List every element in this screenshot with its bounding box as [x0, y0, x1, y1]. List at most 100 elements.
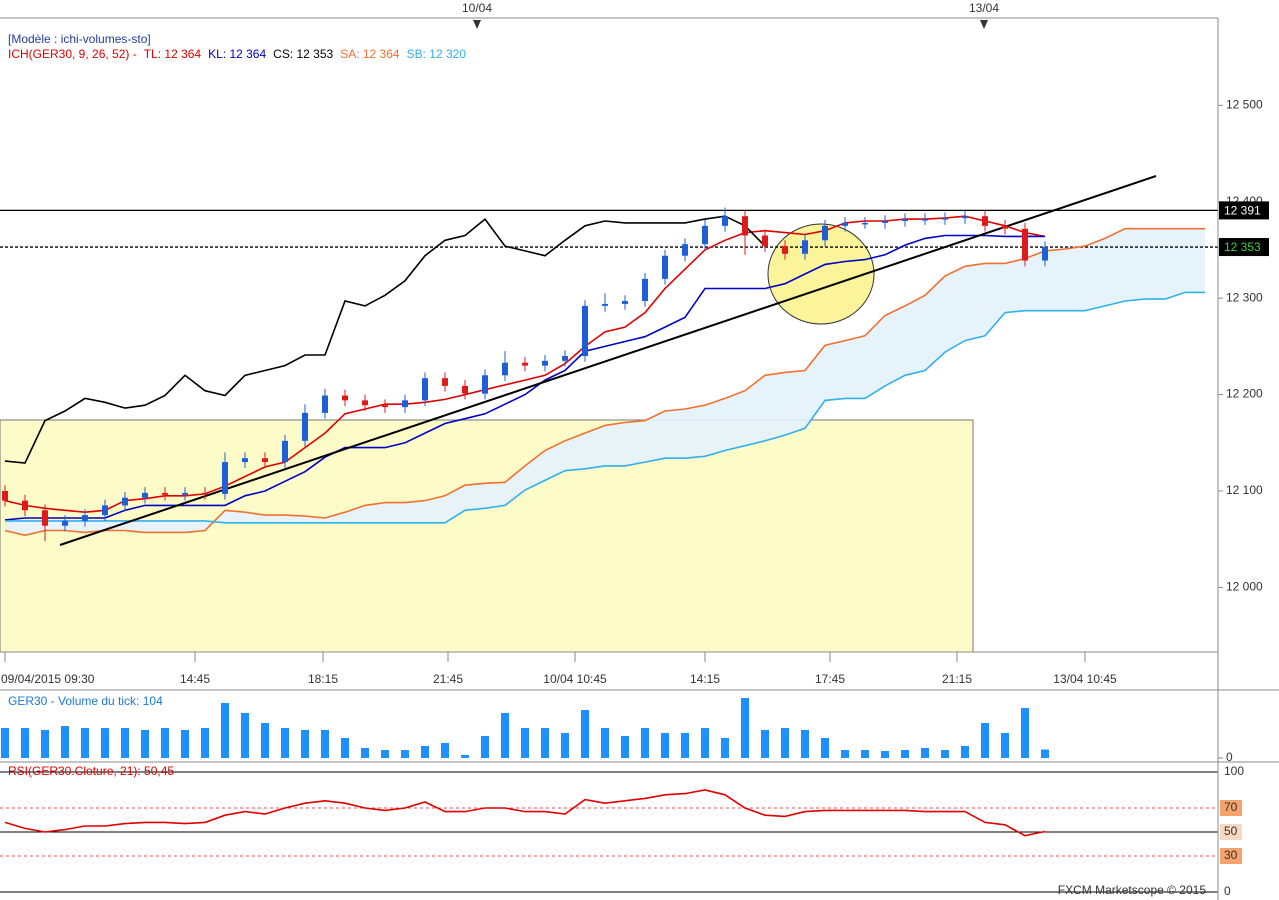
- candle-body: [302, 412, 308, 441]
- indicator-legend: ICH(GER30, 9, 26, 52) - TL: 12 364 KL: 12 …: [8, 47, 466, 61]
- price-tag-label: 12 353: [1224, 240, 1261, 254]
- volume-bar: [241, 712, 249, 758]
- x-tick-label: 10/04 10:45: [543, 672, 607, 686]
- candle-body: [1002, 225, 1008, 229]
- volume-bar: [61, 725, 69, 758]
- candle-body: [942, 218, 948, 220]
- candle-body: [762, 235, 768, 247]
- volume-bar: [101, 728, 109, 758]
- candle-body: [682, 244, 688, 256]
- volume-bar: [701, 728, 709, 758]
- volume-bar: [361, 748, 369, 758]
- volume-bar: [41, 729, 49, 758]
- volume-bar: [741, 698, 749, 758]
- volume-bar: [401, 750, 409, 758]
- candle-layer: [1, 207, 1049, 758]
- volume-bar: [341, 738, 349, 758]
- candle-body: [142, 492, 148, 498]
- highlight-circle: [767, 223, 875, 325]
- x-tick-label: 14:15: [690, 672, 720, 686]
- x-tick-label: 21:15: [942, 672, 972, 686]
- volume-bar: [561, 732, 569, 758]
- legend-entry: SA: 12 364: [340, 47, 400, 61]
- volume-bar: [221, 702, 229, 758]
- volume-bar: [941, 750, 949, 758]
- volume-bar: [321, 729, 329, 758]
- candle-body: [802, 240, 808, 254]
- candle-body: [862, 222, 868, 225]
- trend-line: [59, 175, 1157, 546]
- legend-entry: KL: 12 364: [208, 47, 266, 61]
- volume-bar: [441, 742, 449, 758]
- date-label: 13/04: [969, 1, 999, 15]
- legend-entry: CS: 12 353: [273, 47, 333, 61]
- y-tick-label: 50: [1224, 824, 1238, 838]
- volume-bar: [1, 728, 9, 758]
- volume-bar: [781, 728, 789, 758]
- candle-body: [122, 497, 128, 506]
- volume-bar: [1001, 732, 1009, 758]
- candle-body: [42, 510, 48, 526]
- y-tick-label: 100: [1224, 764, 1244, 778]
- x-tick-label: 09/04/2015 09:30: [1, 672, 95, 686]
- volume-bar: [81, 728, 89, 758]
- volume-bar: [761, 729, 769, 758]
- candle-body: [822, 225, 828, 241]
- volume-bar: [921, 748, 929, 758]
- candle-body: [882, 221, 888, 223]
- footer: FXCM Marketscope © 2015: [1058, 883, 1207, 897]
- x-tick-label: 21:45: [433, 672, 463, 686]
- volume-bar: [461, 754, 469, 758]
- candle-body: [382, 405, 388, 408]
- candle-body: [782, 246, 788, 254]
- volume-bar: [121, 728, 129, 758]
- date-label: 10/04: [462, 1, 492, 15]
- price-tag: [1219, 201, 1269, 220]
- x-tick-label: 18:15: [308, 672, 338, 686]
- x-tick-label: 13/04 10:45: [1053, 672, 1117, 686]
- y-tick-label: 12 100: [1226, 483, 1263, 497]
- indicator-line: [5, 291, 1205, 524]
- x-tick-label: 14:45: [180, 672, 210, 686]
- candle-body: [402, 400, 408, 408]
- candle-body: [702, 225, 708, 245]
- y-tick-label: 12 200: [1226, 387, 1263, 401]
- volume-bar: [481, 735, 489, 758]
- volume-bar: [981, 722, 989, 758]
- panel-title: RSI(GER30.Cloture, 21): 50,45: [8, 764, 174, 778]
- candle-body: [622, 301, 628, 304]
- indicator-line: [4, 215, 766, 464]
- tick-box: [1220, 848, 1242, 864]
- volume-bar: [661, 732, 669, 758]
- indicator-line: [4, 215, 1046, 514]
- y-tick-label: 12 300: [1226, 290, 1263, 304]
- tick-box: [1220, 824, 1242, 840]
- candle-body: [462, 385, 468, 394]
- candle-body: [202, 492, 208, 495]
- candle-body: [282, 440, 288, 463]
- candle-body: [322, 395, 328, 413]
- grid-layer: [0, 209, 1218, 893]
- volume-bar: [501, 712, 509, 758]
- candle-body: [2, 490, 8, 501]
- volume-bar: [881, 751, 889, 758]
- legend-entry: ICH(GER30, 9, 26, 52) -: [8, 47, 137, 61]
- candle-body: [102, 505, 108, 516]
- candle-body: [982, 216, 988, 226]
- candle-body: [442, 378, 448, 386]
- y-tick-label: 0: [1226, 750, 1233, 764]
- candle-body: [662, 255, 668, 279]
- volume-bar: [681, 732, 689, 758]
- candle-body: [962, 216, 968, 219]
- candle-body: [562, 355, 568, 361]
- line-layer: [4, 215, 1205, 837]
- candle-body: [522, 362, 528, 366]
- candle-body: [82, 515, 88, 521]
- tick-box: [1220, 800, 1242, 816]
- volume-bar: [1041, 749, 1049, 758]
- volume-bar: [801, 729, 809, 758]
- candle-body: [342, 395, 348, 401]
